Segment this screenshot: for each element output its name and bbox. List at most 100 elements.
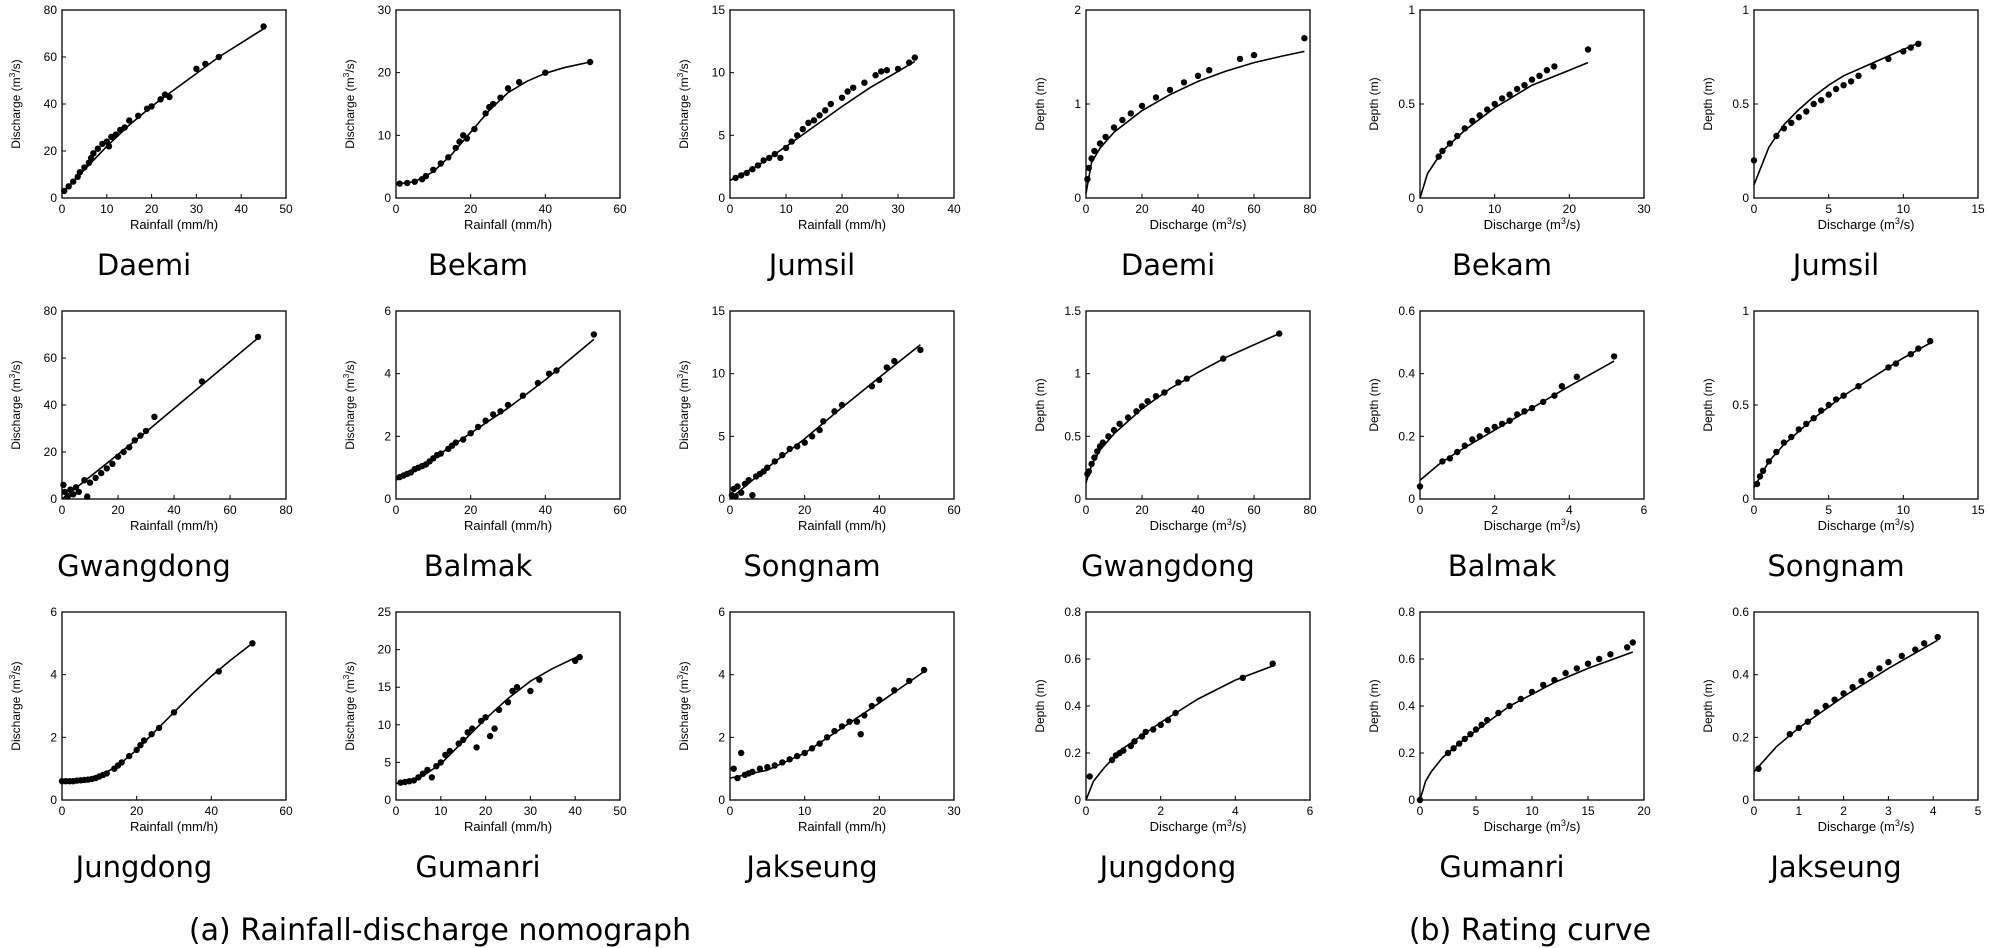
chart-panel-rating-balmak: 0 2 4 6 0 0.2 0.4 0.6 Discharge (m3/s) Depth (m) B… [1367,304,1648,583]
x-tick-label: 80 [1303,202,1317,216]
data-point [254,333,262,341]
data-point [126,117,133,124]
y-tick-label: 5 [718,128,725,142]
data-point [1491,423,1498,431]
data-point [917,346,924,354]
data-point [1813,709,1820,716]
data-point [1127,742,1135,750]
data-point [1825,91,1832,98]
x-tick-label: 0 [727,202,734,216]
data-point [1870,63,1877,70]
x-tick-label: 0 [1417,804,1424,818]
data-point [1120,747,1127,754]
station-name-bekam: Bekam [428,248,528,282]
x-tick-label: 4 [1930,804,1937,818]
data-point [1469,117,1476,125]
data-point [590,331,598,338]
data-point [1513,85,1521,93]
data-point [1847,78,1855,85]
x-tick-label: 40 [539,202,553,216]
data-point [1446,140,1454,147]
x-tick-label: 60 [947,503,961,517]
data-point [1133,408,1140,415]
data-point [1885,55,1892,63]
chart-panel-nomo-gumanri: 0 10 20 30 40 50 0 5 10 15 20 25 Rainfall (mm/h) Disc… [341,605,627,884]
data-point [497,408,504,415]
data-point [1478,721,1485,728]
y-tick-label: 6 [384,304,391,318]
fitted-curve [61,642,253,782]
data-point [1506,91,1513,98]
station-name-gumanri: Gumanri [415,850,540,884]
data-point [424,766,431,774]
data-point [1484,716,1491,724]
data-point [482,714,489,721]
y-axis-label: Discharge (m3/s) [7,59,23,148]
data-point [1236,55,1244,63]
data-point [1934,633,1941,641]
x-tick-label: 6 [1641,503,1648,517]
x-tick-label: 0 [1417,202,1424,216]
plot-frame [1753,611,1979,801]
y-tick-label: 25 [378,605,392,619]
chart-panel-nomo-gwangdong: 0 20 40 60 80 0 20 40 60 80 Rainfall (mm/h) Dischar… [7,304,293,583]
y-tick-label: 0.6 [1732,605,1749,619]
y-axis-label: Depth (m) [1367,378,1381,431]
data-point [1573,373,1581,380]
x-tick-label: 0 [1083,202,1090,216]
chart-panel-rating-gumanri: 0 5 10 15 20 0 0.2 0.4 0.6 0.8 Discharge (m3/s) Dep… [1367,605,1651,884]
x-tick-label: 3 [1885,804,1892,818]
data-point [779,451,786,459]
data-point [92,474,99,482]
data-point [1795,114,1803,121]
data-point [155,724,163,732]
x-tick-label: 20 [145,202,159,216]
data-point [1840,690,1847,697]
data-point [1521,82,1528,89]
data-point [1469,436,1476,443]
data-point [437,450,444,457]
x-tick-label: 4 [1566,503,1573,517]
station-name-gwangdong: Gwangdong [57,549,231,583]
data-point [1831,696,1838,703]
data-point [730,765,737,772]
data-point [1105,433,1112,440]
data-point [1220,355,1227,362]
x-tick-label: 5 [1825,202,1832,216]
x-tick-label: 0 [59,503,66,517]
y-tick-label: 40 [44,398,58,412]
data-point [1461,735,1469,743]
data-point [853,718,861,725]
x-tick-label: 5 [1975,804,1982,818]
data-point [838,94,846,101]
data-point [419,770,427,777]
data-point [1086,773,1093,780]
data-point [75,488,83,496]
data-point [486,732,494,740]
y-tick-label: 80 [44,304,58,318]
data-point [805,119,812,127]
data-point [1164,716,1172,724]
y-tick-label: 0.6 [1398,304,1415,318]
chart-panel-nomo-balmak: 0 20 40 60 0 2 4 6 Rainfall (mm/h) Discharge (m3/… [341,304,627,583]
data-point [1803,108,1810,115]
data-point [121,124,128,131]
x-tick-label: 60 [613,202,627,216]
data-point [105,143,113,150]
data-point [766,154,773,162]
data-point [135,112,142,120]
data-point [1898,652,1906,660]
data-point [118,759,125,766]
data-point [850,84,857,91]
plot-frame [1419,9,1645,199]
data-point [98,469,105,477]
y-tick-label: 4 [384,367,391,381]
y-tick-label: 0.6 [1398,652,1415,666]
x-tick-label: 0 [393,503,400,517]
x-axis-label: Discharge (m3/s) [1818,818,1915,834]
data-point [1096,140,1104,147]
data-point [1094,448,1101,455]
data-point [151,413,158,420]
x-axis-label: Rainfall (mm/h) [798,819,886,834]
